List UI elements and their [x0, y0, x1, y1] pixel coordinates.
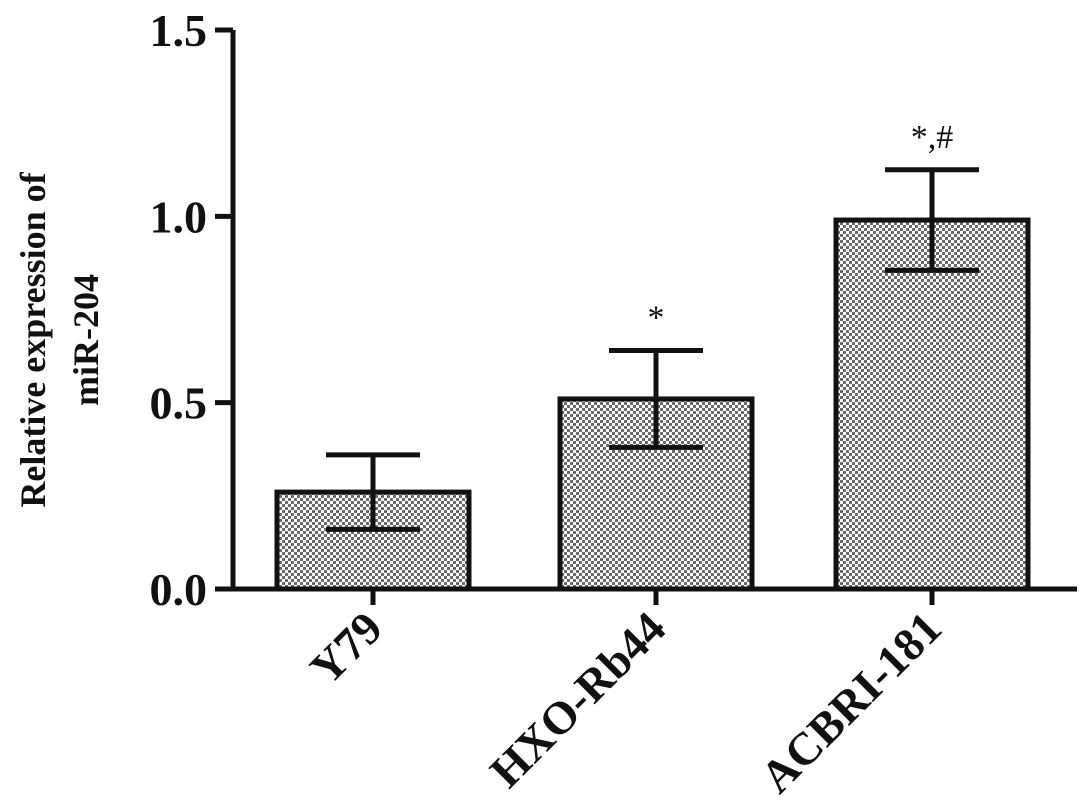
significance-label: *: [648, 299, 665, 336]
x-tick-label: Y79: [300, 602, 392, 694]
x-tick-labels: Y79 HXO-Rb44 ACBRI-181: [300, 602, 951, 803]
significance-labels: * *,#: [648, 119, 954, 337]
bar: [833, 217, 1031, 592]
error-bars: [326, 167, 979, 532]
y-tick-label: 1.5: [150, 5, 208, 56]
x-tick-label: ACBRI-181: [751, 602, 952, 803]
bars: [274, 217, 1031, 592]
y-tick-label: 0.0: [150, 564, 208, 615]
y-axis-title-line: Relative expression of: [13, 171, 53, 507]
x-tick-label: HXO-Rb44: [480, 602, 675, 797]
y-axis-title-line: miR-204: [66, 274, 106, 406]
y-tick-label: 0.5: [150, 378, 208, 429]
y-axis-title: Relative expression of miR-204: [13, 171, 106, 507]
significance-label: *,#: [911, 119, 954, 156]
y-tick-label: 1.0: [150, 191, 208, 242]
